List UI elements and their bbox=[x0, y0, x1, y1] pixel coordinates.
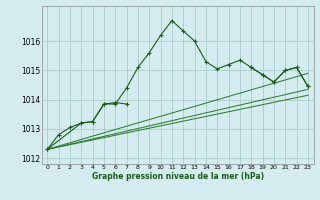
X-axis label: Graphe pression niveau de la mer (hPa): Graphe pression niveau de la mer (hPa) bbox=[92, 172, 264, 181]
